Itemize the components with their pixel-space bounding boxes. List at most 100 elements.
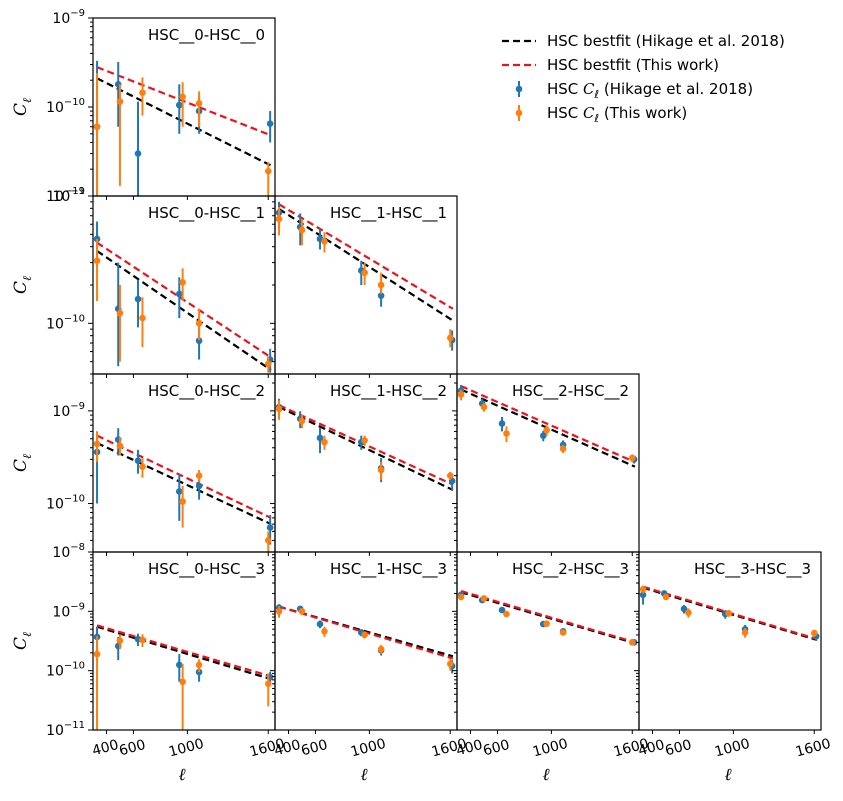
thiswork-point xyxy=(116,84,124,186)
thiswork-point xyxy=(298,218,306,246)
thiswork-point-marker xyxy=(195,100,203,107)
thiswork-point-marker xyxy=(275,215,283,223)
panel-title: HSC__2-HSC__3 xyxy=(512,560,629,579)
legend-label: HSC bestfit (Hikage et al. 2018) xyxy=(547,32,785,50)
thiswork-point-marker xyxy=(361,269,368,276)
thiswork-point xyxy=(93,73,101,196)
thiswork-point xyxy=(725,609,732,617)
legend-entry: HSC Cℓ (This work) xyxy=(515,104,687,125)
x-tick-label: 400 xyxy=(636,737,666,759)
thiswork-point xyxy=(195,308,203,340)
thiswork-point-marker xyxy=(361,437,368,444)
thiswork-point xyxy=(810,629,818,637)
hikage-point xyxy=(175,654,183,682)
thiswork-point-marker xyxy=(93,257,101,265)
thiswork-point xyxy=(139,634,146,648)
hikage-point xyxy=(266,111,274,143)
plot-area xyxy=(93,60,274,196)
hikage-point xyxy=(175,277,183,319)
legend-entry: HSC bestfit (This work) xyxy=(502,56,719,74)
x-tick-label: 400 xyxy=(454,737,484,759)
plot-area xyxy=(457,385,638,468)
hikage-point-marker xyxy=(316,620,324,628)
thiswork-point xyxy=(559,444,567,454)
bestfit-hikage-line xyxy=(96,442,272,526)
thiswork-point xyxy=(361,631,368,639)
hikage-point xyxy=(316,620,324,629)
hikage-point xyxy=(134,101,142,196)
thiswork-point xyxy=(179,82,186,127)
bestfit-thiswork-line xyxy=(96,434,272,519)
thiswork-point-marker xyxy=(377,645,385,653)
y-tick-label: 10−11 xyxy=(46,720,85,739)
x-tick-label: 400 xyxy=(272,737,302,759)
thiswork-point xyxy=(116,634,124,650)
panel-title: HSC__3-HSC__3 xyxy=(694,560,811,579)
thiswork-point xyxy=(377,462,385,480)
panel-hsc0-hsc1: 10−9 10−10 Cℓ HSC__0-HSC__1 xyxy=(11,186,276,378)
panel-title: HSC__1-HSC__2 xyxy=(330,382,447,401)
bestfit-thiswork-line xyxy=(278,203,454,310)
thiswork-point xyxy=(685,608,692,618)
thiswork-point xyxy=(446,471,454,480)
thiswork-point-marker xyxy=(264,167,272,175)
hikage-point xyxy=(134,279,142,328)
thiswork-point xyxy=(741,628,749,638)
y-tick-label: 10−8 xyxy=(52,542,85,561)
hikage-point-marker xyxy=(134,457,142,464)
thiswork-point-marker xyxy=(275,608,283,615)
thiswork-point-marker xyxy=(810,629,818,637)
y-axis-label: Cℓ xyxy=(11,454,34,472)
x-axis-label: ℓ xyxy=(178,765,185,785)
thiswork-point-marker xyxy=(139,89,146,96)
thiswork-point xyxy=(361,435,368,446)
thiswork-point-marker xyxy=(139,636,146,644)
panel-title: HSC__1-HSC__3 xyxy=(330,560,447,579)
thiswork-point-marker xyxy=(741,629,749,636)
panel-frame xyxy=(638,551,822,731)
hikage-point xyxy=(175,84,183,134)
thiswork-point xyxy=(543,425,550,436)
bestfit-hikage-line xyxy=(96,77,272,167)
bestfit-hikage-line xyxy=(460,388,636,468)
bestfit-thiswork-line xyxy=(96,624,272,678)
hikage-point-marker xyxy=(175,101,183,109)
thiswork-point-marker xyxy=(195,320,203,327)
thiswork-point-marker xyxy=(116,637,124,644)
thiswork-point xyxy=(298,608,306,615)
hikage-point-marker xyxy=(134,295,142,303)
thiswork-point xyxy=(321,626,328,637)
thiswork-point xyxy=(321,232,328,253)
thiswork-point-marker xyxy=(457,391,465,398)
thiswork-point xyxy=(195,470,203,483)
thiswork-point xyxy=(93,431,101,463)
thiswork-point-marker xyxy=(725,609,732,617)
y-tick-label: 10−9 xyxy=(52,601,85,620)
bestfit-thiswork-line xyxy=(278,404,454,486)
thiswork-point xyxy=(139,458,146,478)
y-tick-label: 10−9 xyxy=(52,401,85,420)
hikage-point xyxy=(498,606,506,614)
thiswork-point-marker xyxy=(543,620,550,627)
thiswork-point-marker xyxy=(179,279,186,286)
thiswork-point-marker xyxy=(543,426,550,434)
thiswork-point xyxy=(298,414,306,429)
hikage-point xyxy=(498,416,506,432)
x-tick-label: 600 xyxy=(481,737,511,759)
x-tick-label: 1000 xyxy=(349,736,388,761)
legend-marker-swatch xyxy=(515,109,523,117)
thiswork-point xyxy=(480,595,488,602)
thiswork-point xyxy=(377,272,385,294)
thiswork-point xyxy=(275,606,283,618)
y-tick-label: 10−10 xyxy=(46,313,85,332)
bestfit-hikage-line xyxy=(96,250,272,371)
thiswork-point xyxy=(543,620,550,627)
x-tick-label: 1000 xyxy=(167,736,206,761)
legend-entry: HSC Cℓ (Hikage et al. 2018) xyxy=(515,80,753,101)
hikage-point-marker xyxy=(266,524,274,531)
thiswork-point-marker xyxy=(116,309,124,317)
plot-area xyxy=(639,585,820,641)
panel-hsc2-hsc2: HSC__2-HSC__2 xyxy=(452,373,640,556)
